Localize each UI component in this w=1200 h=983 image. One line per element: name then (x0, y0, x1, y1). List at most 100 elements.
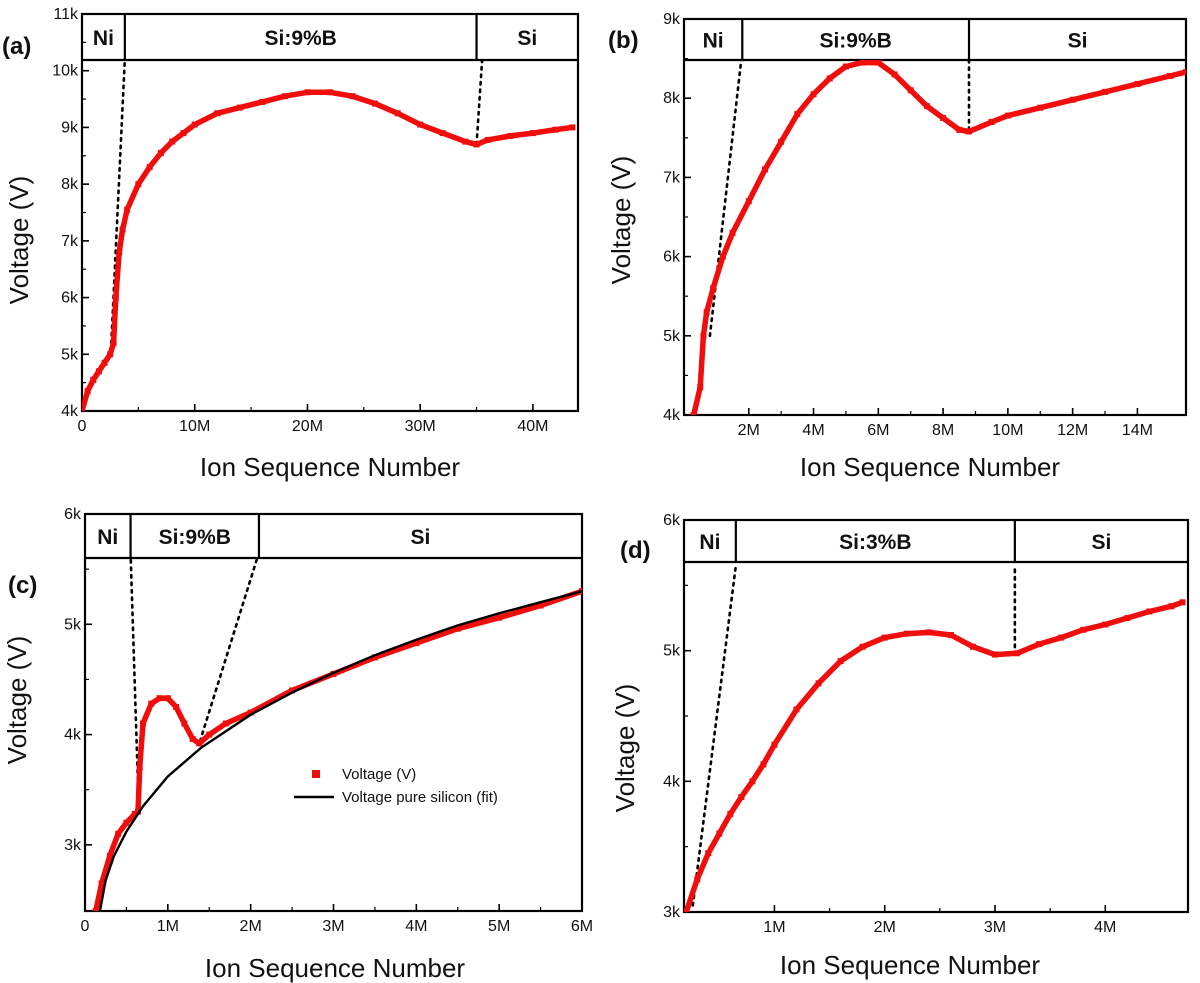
data-point (222, 720, 229, 727)
data-point (903, 630, 910, 637)
data-point (907, 87, 914, 94)
data-point (304, 89, 311, 96)
data-point (891, 71, 898, 78)
data-point (119, 226, 126, 233)
data-point (157, 149, 164, 156)
data-point (189, 735, 196, 742)
data-point (115, 830, 122, 837)
x-tick-label: 5M (488, 918, 510, 935)
x-tick-label: 2M (240, 918, 262, 935)
data-point (842, 63, 849, 70)
data-point (727, 811, 734, 817)
region-label: Si (411, 526, 431, 549)
y-tick-label: 9k (61, 119, 79, 136)
legend-label-fit: Voltage pure silicon (fit) (342, 789, 498, 806)
y-tick-label: 4k (64, 727, 82, 744)
data-point (454, 625, 461, 632)
interface-guide-line (708, 60, 743, 338)
voltage-trace (684, 599, 1186, 912)
data-point (1102, 88, 1109, 95)
data-point (703, 309, 710, 316)
data-point (1058, 634, 1065, 641)
data-point (191, 121, 198, 128)
y-tick-label: 5k (64, 616, 82, 633)
data-point (180, 130, 187, 137)
panel-d-xlabel: Ion Sequence Number (780, 950, 1041, 980)
data-point (1179, 599, 1186, 606)
y-tick-label: 4k (663, 773, 681, 790)
y-tick-label: 6k (663, 512, 681, 529)
panel-a-xlabel: Ion Sequence Number (200, 452, 461, 482)
data-point (749, 778, 756, 785)
data-point (95, 368, 102, 375)
data-point (349, 93, 356, 100)
y-tick-label: 7k (61, 233, 79, 250)
x-tick-label: 2M (874, 919, 896, 936)
panel-c-letter: (c) (8, 572, 37, 599)
data-point (181, 720, 188, 727)
data-point (778, 138, 785, 145)
data-point (690, 412, 697, 415)
y-tick-label: 6k (64, 506, 82, 523)
y-tick-label: 3k (663, 904, 681, 921)
legend-marker-voltage (312, 770, 320, 778)
x-tick-label: 8M (932, 422, 954, 439)
region-label: Ni (93, 27, 114, 50)
data-point (956, 126, 963, 133)
data-point (881, 634, 888, 641)
x-tick-label: 3M (322, 918, 344, 935)
data-point (146, 164, 153, 171)
data-point (1166, 73, 1173, 80)
data-point (484, 136, 491, 143)
y-tick-label: 6k (663, 249, 681, 266)
data-point (923, 103, 930, 110)
data-point (247, 709, 254, 716)
data-point (507, 132, 514, 139)
data-point (1168, 603, 1175, 610)
data-point (1036, 641, 1043, 648)
panel-c-ylabel: Voltage (V) (2, 636, 32, 765)
region-label: Si:9%B (819, 30, 891, 53)
data-point (947, 631, 954, 638)
data-point (859, 60, 866, 66)
region-label: Ni (97, 526, 118, 549)
data-point (716, 830, 723, 837)
x-tick-label: 40M (517, 418, 548, 435)
data-point (529, 130, 536, 137)
data-point (92, 908, 99, 911)
data-point (135, 181, 142, 188)
data-point (705, 850, 712, 857)
fit-line (98, 590, 582, 911)
data-point (859, 643, 866, 650)
data-point (761, 166, 768, 173)
data-point (110, 339, 117, 346)
data-point (837, 658, 844, 665)
interface-guide-line (475, 60, 484, 146)
data-point (1146, 608, 1153, 615)
x-tick-label: 2M (738, 422, 760, 439)
data-point (139, 720, 146, 727)
data-point (1080, 626, 1087, 633)
y-tick-label: 10k (52, 63, 79, 80)
data-point (156, 695, 163, 702)
panel-b: (b) Ion Sequence Number Voltage (V) Ni Si… (606, 11, 1188, 482)
data-point (1037, 104, 1044, 111)
region-label: Si:9%B (265, 27, 337, 50)
data-point (1004, 112, 1011, 119)
data-point (826, 75, 833, 82)
data-point (206, 731, 213, 738)
x-tick-label: 3M (984, 919, 1006, 936)
data-point (684, 909, 690, 912)
panel-a-ylabel: Voltage (V) (4, 176, 34, 305)
x-tick-label: 6M (867, 422, 889, 439)
data-point (1183, 69, 1186, 76)
data-point (462, 138, 469, 145)
data-point (719, 253, 726, 260)
data-point (745, 198, 752, 205)
data-point (729, 229, 736, 236)
panel-d-letter: (d) (620, 537, 651, 564)
data-point (1124, 615, 1131, 621)
data-point (1014, 650, 1021, 657)
panel-c-frame (83, 512, 584, 913)
y-tick-label: 5k (663, 643, 681, 660)
